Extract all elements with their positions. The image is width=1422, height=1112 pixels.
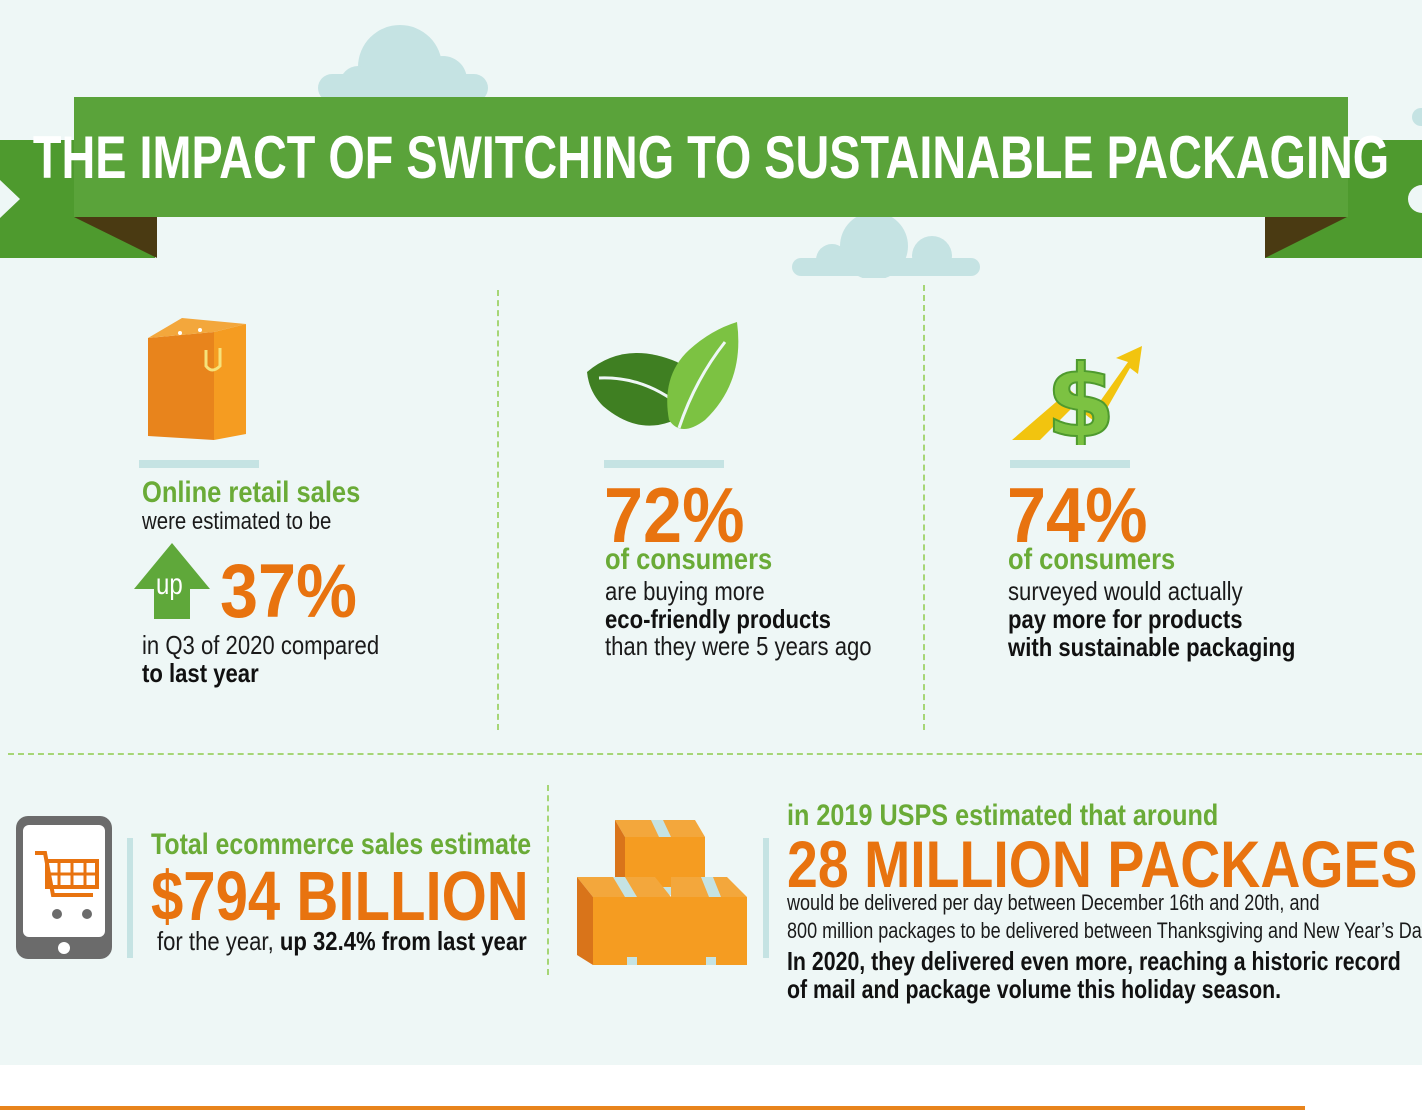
svg-text:$: $ [1046,343,1116,445]
stat3-line2: pay more for products [1008,604,1243,634]
shopping-bag-icon [148,318,246,440]
stat1-value: 37% [220,549,357,634]
stat2-line1: are buying more [605,576,765,606]
stat5-line3: In 2020, they delivered even more, reach… [787,946,1401,976]
stat5-line1: would be delivered per day between Decem… [787,890,1320,915]
stat4-line-bold: up 32.4% from last year [279,926,527,956]
footer-rule [0,1106,1305,1110]
stat2-heading: of consumers [605,543,773,576]
stat5-value: 28 MILLION PACKAGES [787,827,1418,901]
divider [547,785,549,975]
cloud-icon [792,212,980,278]
stat4-value: $794 BILLION [151,857,529,935]
stat1-line3: to last year [142,658,259,688]
stat3-heading: of consumers [1008,543,1176,576]
footer-area [0,1065,1422,1112]
underline-bar [604,460,724,468]
page-title: THE IMPACT OF SWITCHING TO SUSTAINABLE P… [32,123,1390,191]
stat3-line3: with sustainable packaging [1008,632,1296,662]
stat3-value: 74% [1007,471,1148,559]
accent-bar [127,838,133,958]
stat5-heading: in 2019 USPS estimated that around [787,799,1219,832]
stat1-line1: were estimated to be [142,508,332,535]
boxes-icon [577,820,747,965]
stat3-line1: surveyed would actually [1008,576,1243,606]
tablet-cart-icon [16,816,112,959]
dollar-growth-icon: $ [1012,342,1142,445]
underline-bar [139,460,259,468]
stat1-line2: in Q3 of 2020 compared [142,630,380,660]
stat5-line2: 800 million packages to be delivered bet… [787,918,1422,943]
accent-bar [763,838,769,958]
stat2-line2: eco-friendly products [605,604,831,634]
divider [923,285,925,730]
stat1-heading: Online retail sales [142,476,361,509]
title-ribbon [0,97,1422,258]
stat2-line3: than they were 5 years ago [605,631,872,661]
divider [497,290,499,730]
divider [8,753,1422,755]
infographic-background: THE IMPACT OF SWITCHING TO SUSTAINABLE P… [0,0,1422,1065]
cloud-icon [1412,108,1422,126]
up-arrow-icon [134,543,210,619]
stat5-line4: of mail and package volume this holiday … [787,974,1282,1004]
leaf-icon [587,322,739,429]
stat4-line-prefix: for the year, [157,926,280,956]
arrow-label: up [156,568,183,601]
stat2-value: 72% [604,471,745,559]
stat4-line: for the year, up 32.4% from last year [157,926,527,957]
cloud-icon [318,25,488,102]
stat4-heading: Total ecommerce sales estimate [151,828,532,861]
underline-bar [1010,460,1130,468]
